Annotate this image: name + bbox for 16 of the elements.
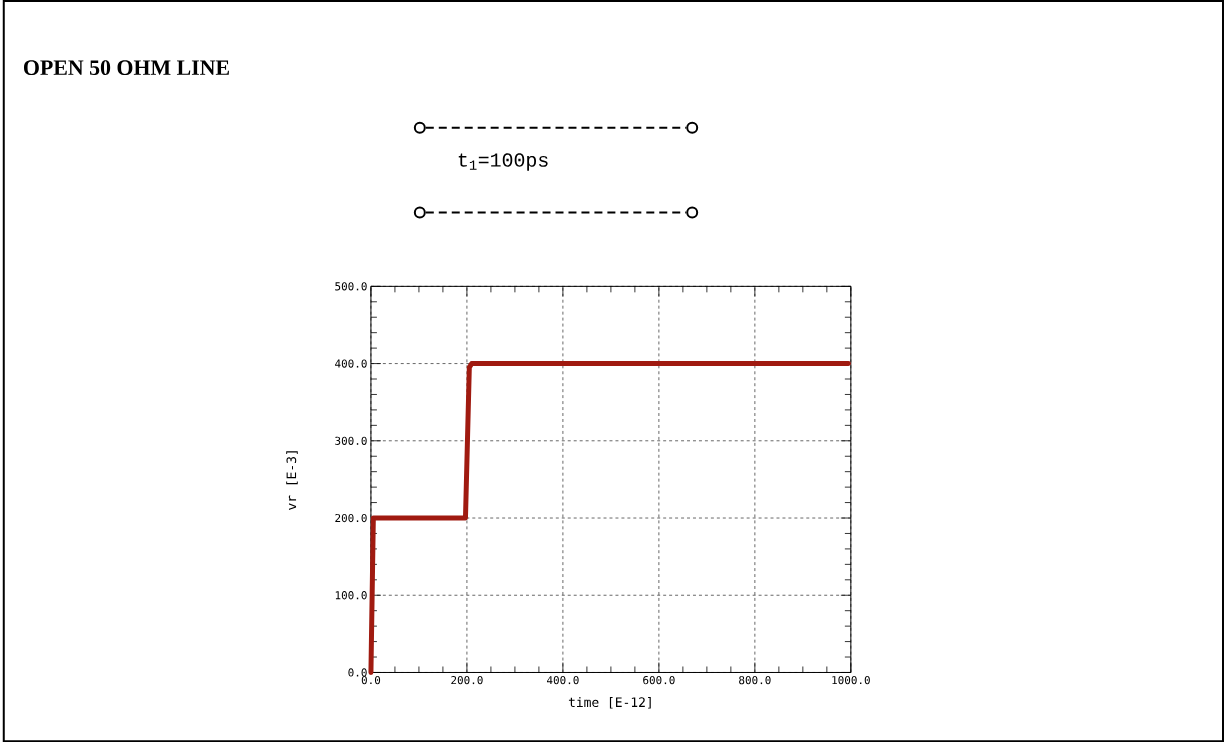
x-tick-label: 200.0 bbox=[451, 675, 483, 685]
x-axis-title: time [E-12] bbox=[568, 696, 651, 709]
text: t$_{1}$=100ps bbox=[458, 153, 548, 171]
y-tick-label: 300.0 bbox=[335, 436, 367, 445]
y-tick-label: 100.0 bbox=[335, 590, 367, 600]
y-axis-title: vr [E-3] bbox=[286, 451, 298, 510]
x-tick-label: 400.0 bbox=[546, 675, 579, 685]
x-tick-label: 1000.0 bbox=[832, 675, 870, 685]
y-tick-label: 0.0 bbox=[348, 668, 367, 677]
x-tick-label: 600.0 bbox=[643, 675, 675, 685]
y-tick-label: 500.0 bbox=[335, 282, 367, 291]
x-tick-label: 0.0 bbox=[361, 675, 381, 685]
y-tick-label: 400.0 bbox=[335, 359, 367, 368]
x-tick-label: 800.0 bbox=[739, 675, 771, 685]
text: OPEN 50 OHM LINE bbox=[24, 60, 229, 75]
y-tick-label: 200.0 bbox=[335, 513, 367, 522]
